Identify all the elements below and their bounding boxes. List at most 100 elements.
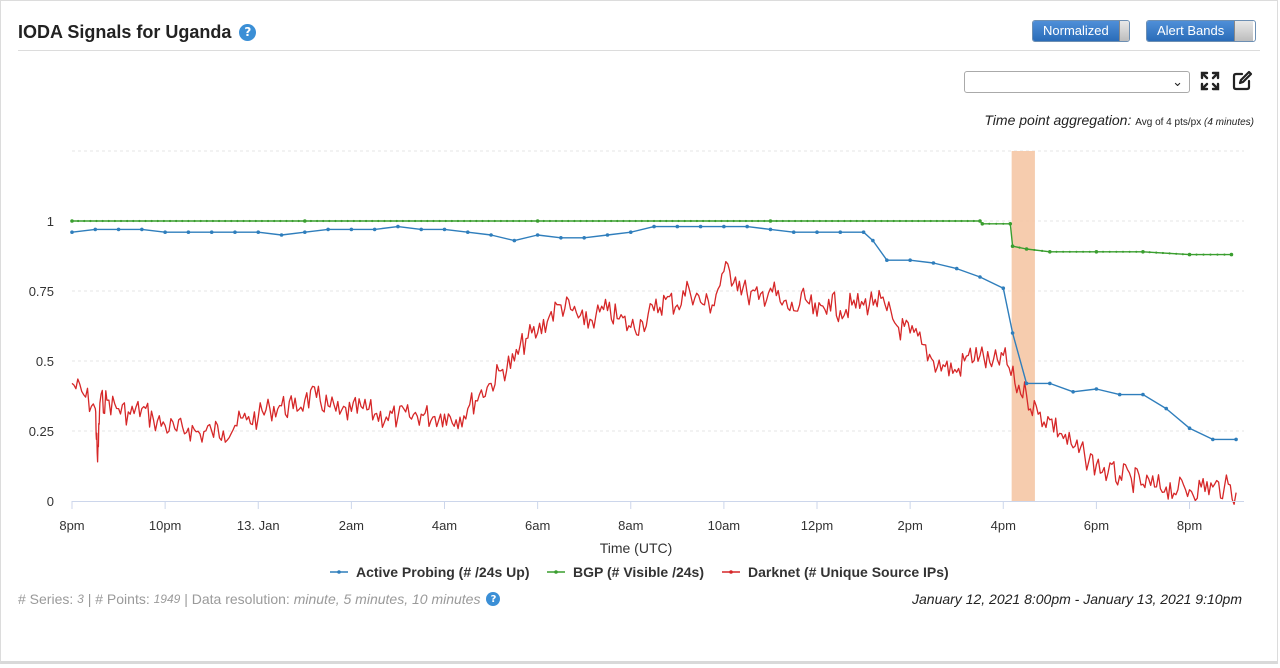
legend-item: Darknet (# Unique Source IPs) (748, 564, 949, 580)
data-point (1234, 437, 1238, 442)
data-point (923, 219, 926, 223)
data-point (768, 219, 773, 223)
signals-chart[interactable]: 0 0.25 0.5 0.75 1 8pm 10pm 13. Jan 2am 4am 6am 8am 1… (0, 140, 1280, 590)
data-point (988, 222, 991, 225)
data-point (340, 219, 343, 223)
data-point (1048, 250, 1052, 254)
data-point (757, 219, 760, 223)
help-icon[interactable]: ? (239, 23, 257, 41)
x-axis-title: Time (UTC) (600, 540, 673, 556)
x-tick-label: 8pm (1177, 518, 1202, 533)
data-point (372, 227, 377, 232)
data-point (1128, 250, 1131, 253)
data-point (77, 219, 80, 223)
data-point (605, 233, 610, 237)
data-point (659, 219, 662, 223)
data-point (559, 236, 563, 240)
data-point (315, 219, 319, 223)
data-point (781, 219, 784, 223)
data-point (89, 219, 92, 223)
data-point (413, 219, 417, 223)
aggregation-detail: (4 minutes) (1203, 117, 1254, 128)
header-divider (18, 50, 1260, 51)
data-point (1033, 248, 1036, 252)
data-point (126, 219, 129, 223)
data-point (419, 227, 424, 232)
data-point (273, 219, 276, 223)
data-point (908, 258, 912, 262)
data-point (1018, 246, 1021, 249)
data-point (291, 219, 294, 223)
data-point (1141, 250, 1145, 254)
data-point (224, 219, 227, 223)
data-point (548, 219, 551, 223)
data-point (487, 219, 490, 223)
points-count-value: 1949 (153, 592, 181, 606)
data-point (1216, 253, 1219, 256)
data-point (768, 227, 773, 232)
data-point (83, 219, 86, 223)
data-point (233, 230, 237, 234)
data-point (535, 219, 540, 223)
x-tick-label: 6am (525, 518, 550, 533)
data-point (652, 219, 656, 223)
data-point (573, 219, 576, 223)
data-point (260, 219, 264, 223)
data-point (871, 238, 875, 243)
data-point (874, 219, 877, 223)
series-select[interactable]: ⌄ (964, 71, 1190, 93)
alert-bands-toggle[interactable]: Alert Bands (1146, 20, 1256, 42)
data-point (205, 219, 208, 223)
data-point (358, 219, 362, 223)
data-point (966, 219, 969, 223)
edit-icon[interactable] (1231, 70, 1253, 92)
data-point (610, 219, 613, 223)
data-point (838, 230, 843, 234)
data-point (1068, 250, 1071, 253)
data-point (750, 219, 754, 223)
data-point (935, 219, 938, 223)
fullscreen-icon[interactable] (1199, 70, 1221, 92)
data-point (352, 219, 355, 223)
data-point (1055, 250, 1058, 253)
data-point (892, 219, 895, 223)
resolution-label: Data resolution: (191, 591, 290, 607)
data-point (861, 219, 864, 223)
data-point (230, 219, 233, 223)
data-point (1161, 251, 1165, 255)
data-point (70, 219, 74, 223)
data-point (383, 219, 386, 223)
data-point (297, 219, 300, 223)
data-point (371, 219, 374, 223)
data-point (1195, 253, 1198, 256)
data-point (116, 227, 121, 232)
data-point (438, 219, 441, 223)
data-point (1008, 222, 1013, 226)
x-tick-label: 13. Jan (237, 518, 280, 533)
data-point (1094, 387, 1099, 391)
resolution-value: minute, 5 minutes, 10 minutes (293, 591, 481, 607)
data-point (217, 219, 221, 223)
data-point (931, 261, 936, 265)
legend-item: BGP (# Visible /24s) (573, 564, 704, 580)
data-point (346, 219, 349, 223)
data-point (396, 224, 400, 229)
data-point (119, 219, 123, 223)
data-point (698, 224, 703, 229)
data-point (701, 219, 705, 223)
data-point (1187, 426, 1192, 431)
data-point (1108, 250, 1111, 253)
data-point (714, 219, 717, 223)
data-point (395, 219, 398, 223)
data-point (929, 219, 932, 223)
data-point (162, 219, 166, 223)
data-point (980, 222, 985, 226)
normalized-toggle[interactable]: Normalized (1032, 20, 1130, 42)
data-point (1115, 250, 1118, 253)
help-icon[interactable]: ? (486, 592, 501, 606)
data-point (285, 219, 288, 223)
data-point (95, 219, 98, 223)
data-point (726, 219, 729, 223)
data-point (518, 219, 521, 223)
x-tick-label: 2pm (897, 518, 922, 533)
